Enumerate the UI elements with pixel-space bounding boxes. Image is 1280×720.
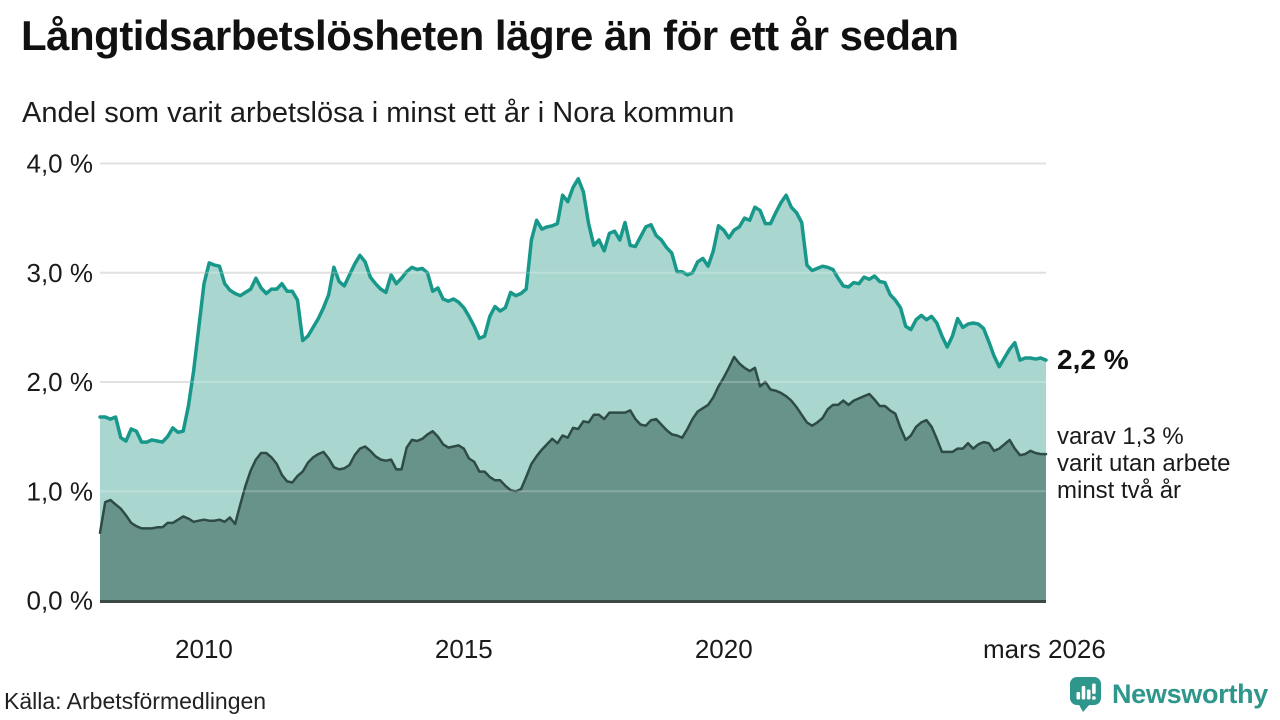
end-sub-line-3: minst två år bbox=[1057, 477, 1182, 504]
y-tick-label: 1,0 % bbox=[27, 476, 94, 506]
newsworthy-logo-icon bbox=[1069, 676, 1103, 712]
series-line-one-year bbox=[98, 177, 1048, 444]
end-sub-annotation: varav 1,3 % varit utan arbete minst två … bbox=[1057, 423, 1230, 504]
y-tick-label: 3,0 % bbox=[27, 258, 94, 288]
series-area-two-years bbox=[100, 356, 1046, 601]
x-tick-label: 2020 bbox=[695, 634, 753, 664]
end-sub-line-1: varav 1,3 % bbox=[1057, 423, 1184, 450]
y-tick-label: 4,0 % bbox=[27, 149, 94, 179]
newsworthy-logo: Newsworthy bbox=[1069, 676, 1268, 712]
newsworthy-wordmark: Newsworthy bbox=[1111, 678, 1268, 709]
source-text: Källa: Arbetsförmedlingen bbox=[4, 688, 267, 714]
series-line-two-years bbox=[98, 355, 1048, 535]
y-tick-label: 0,0 % bbox=[27, 586, 94, 616]
x-tick-label: mars 2026 bbox=[983, 634, 1106, 664]
page-title: Långtidsarbetslösheten lägre än för ett … bbox=[21, 12, 959, 59]
x-tick-label: 2015 bbox=[435, 634, 493, 664]
end-sub-line-2: varit utan arbete bbox=[1057, 450, 1231, 477]
x-tick-label: 2010 bbox=[175, 634, 233, 664]
y-tick-label: 2,0 % bbox=[27, 367, 94, 397]
page-subtitle: Andel som varit arbetslösa i minst ett å… bbox=[22, 97, 735, 129]
end-value-label: 2,2 % bbox=[1057, 344, 1129, 375]
